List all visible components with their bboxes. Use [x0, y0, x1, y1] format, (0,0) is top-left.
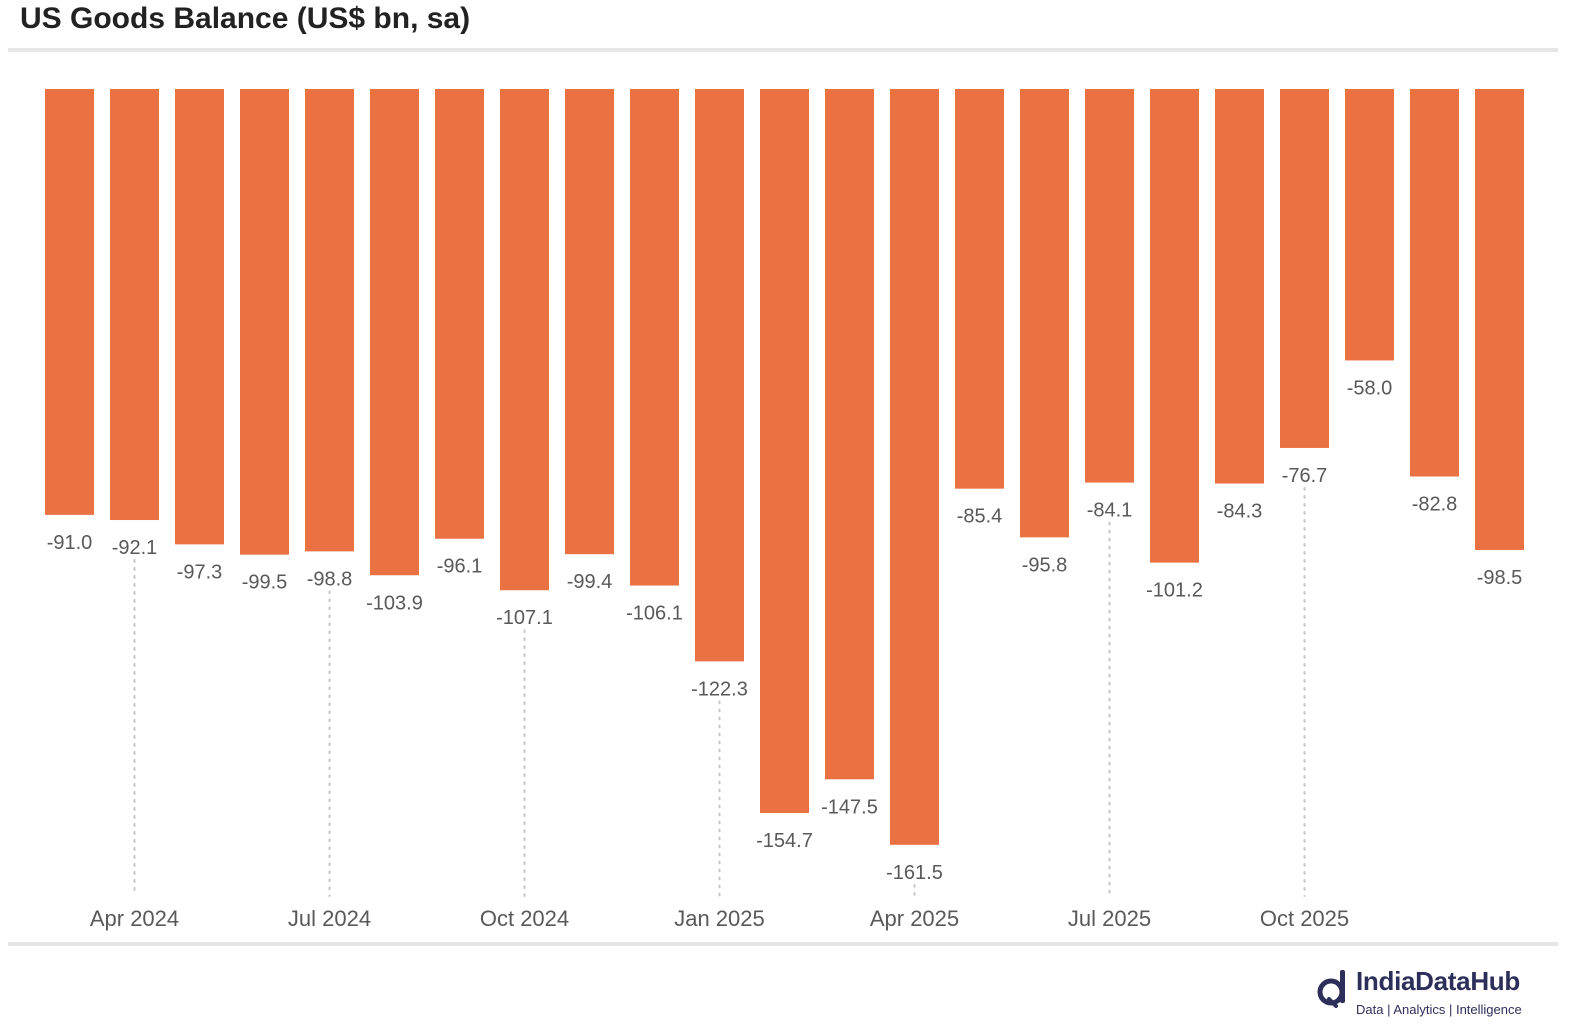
data-label: -76.7	[1282, 465, 1328, 487]
bar	[1280, 89, 1329, 448]
bar	[565, 89, 614, 555]
bar	[955, 89, 1004, 489]
bar	[1215, 89, 1264, 484]
bar	[760, 89, 809, 813]
data-label: -58.0	[1347, 377, 1393, 399]
x-tick-label: Oct 2024	[480, 906, 569, 931]
data-label: -107.1	[496, 607, 553, 629]
bar	[370, 89, 419, 576]
data-label: -91.0	[47, 532, 93, 554]
data-label: -85.4	[957, 506, 1003, 528]
brand-logo: IndiaDataHub Data | Analytics | Intellig…	[1316, 966, 1556, 1022]
x-tick-label: Jul 2024	[288, 906, 371, 931]
bar	[1085, 89, 1134, 483]
bar	[500, 89, 549, 591]
bar	[1475, 89, 1524, 550]
data-label: -103.9	[366, 592, 423, 614]
data-label: -96.1	[437, 556, 483, 578]
footer-divider	[8, 942, 1558, 946]
data-label: -82.8	[1412, 494, 1458, 516]
brand-name: IndiaDataHub	[1356, 966, 1520, 996]
x-tick-label: Apr 2024	[90, 906, 179, 931]
bar	[630, 89, 679, 586]
brand-tagline: Data | Analytics | Intelligence	[1356, 1002, 1522, 1017]
data-label: -99.4	[567, 571, 613, 593]
brand-mark-icon	[1317, 970, 1345, 1008]
data-label: -147.5	[821, 796, 878, 818]
bar	[45, 89, 94, 515]
data-label: -161.5	[886, 862, 943, 884]
data-label: -154.7	[756, 830, 813, 852]
bar	[110, 89, 159, 521]
x-tick-label: Jan 2025	[674, 906, 765, 931]
data-label: -92.1	[112, 537, 158, 559]
data-label: -98.8	[307, 568, 353, 590]
header-divider	[8, 48, 1558, 52]
bar	[890, 89, 939, 845]
bar	[695, 89, 744, 662]
bar	[1410, 89, 1459, 477]
bar	[435, 89, 484, 539]
bar	[1345, 89, 1394, 361]
data-label: -101.2	[1146, 580, 1203, 602]
bar	[1020, 89, 1069, 538]
data-label: -122.3	[691, 678, 748, 700]
x-tick-label: Jul 2025	[1068, 906, 1151, 931]
chart-title: US Goods Balance (US$ bn, sa)	[20, 2, 471, 35]
bar	[825, 89, 874, 780]
data-label: -95.8	[1022, 554, 1068, 576]
x-tick-label: Oct 2025	[1260, 906, 1349, 931]
bar	[175, 89, 224, 545]
bar	[1150, 89, 1199, 563]
x-tick-label: Apr 2025	[870, 906, 959, 931]
data-label: -99.5	[242, 572, 288, 594]
bar	[305, 89, 354, 552]
data-label: -84.3	[1217, 501, 1263, 523]
data-label: -84.1	[1087, 500, 1133, 522]
bar	[240, 89, 289, 555]
data-label: -106.1	[626, 603, 683, 625]
data-label: -98.5	[1477, 567, 1523, 589]
data-label: -97.3	[177, 561, 223, 583]
